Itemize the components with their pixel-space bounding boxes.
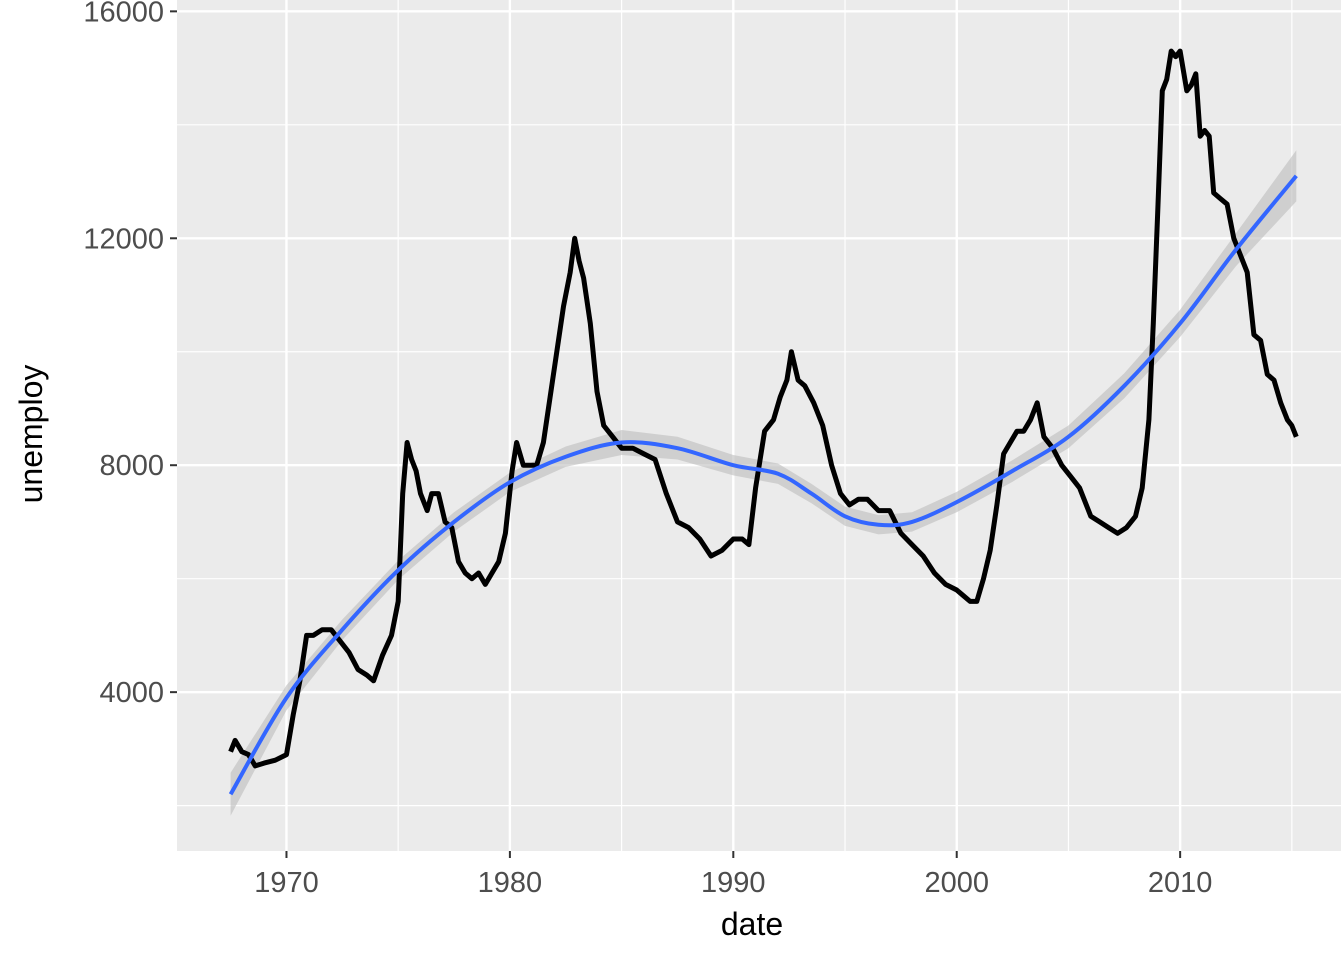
smooth-trend-line — [228, 174, 1298, 796]
x-tick-label: 2000 — [924, 867, 989, 899]
x-tick-label: 1980 — [478, 867, 543, 899]
major-gridlines — [177, 0, 1341, 851]
x-axis: 1970 1980 1990 2000 2010 — [254, 851, 1212, 899]
x-tick-label: 1990 — [701, 867, 766, 899]
unemploy-series-line — [228, 48, 1299, 769]
x-tick-label: 2010 — [1148, 867, 1213, 899]
panel-background — [177, 0, 1341, 851]
y-tick-label: 16000 — [83, 0, 164, 28]
y-axis: 4000 8000 12000 16000 — [83, 0, 177, 709]
x-axis-title: date — [721, 906, 783, 942]
y-tick-label: 4000 — [99, 677, 164, 709]
y-tick-label: 12000 — [83, 223, 164, 255]
x-tick-label: 1970 — [254, 867, 319, 899]
y-tick-label: 8000 — [99, 450, 164, 482]
y-axis-title: unemploy — [13, 365, 49, 504]
